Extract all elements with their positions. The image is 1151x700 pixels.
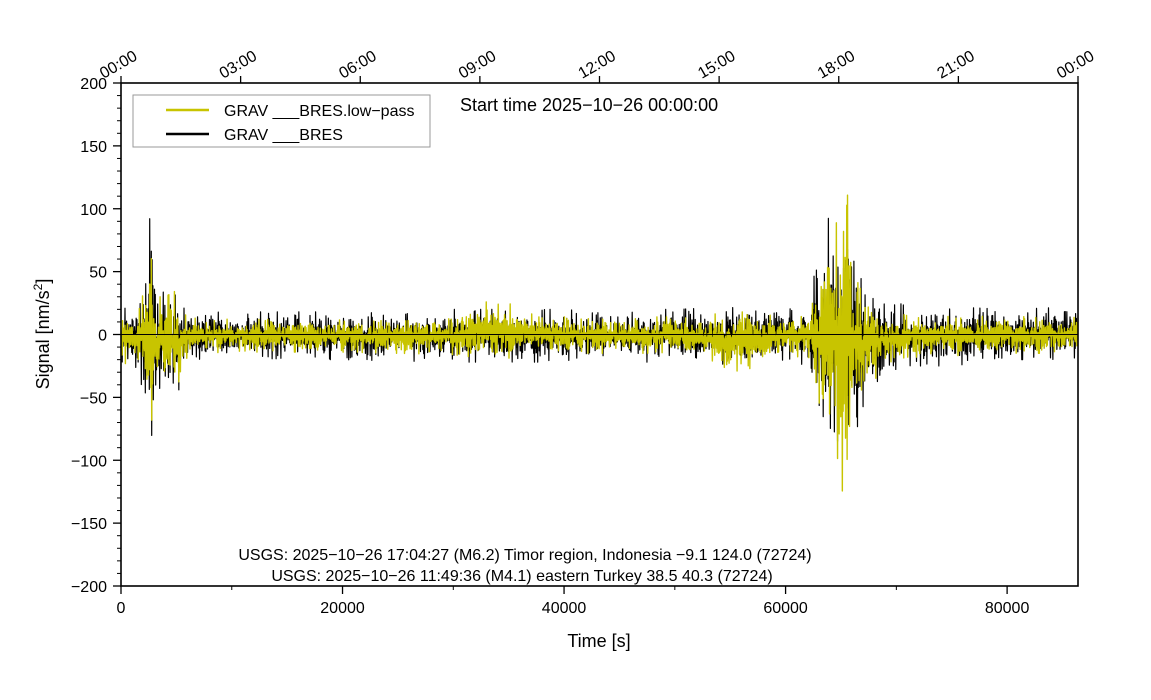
legend-box	[132, 94, 431, 148]
x-tick-label: 80000	[985, 600, 1030, 617]
legend-label-lowpass: GRAV ___BRES.low−pass	[224, 103, 414, 120]
y-tick-label: 150	[80, 139, 107, 156]
y-axis-label: Signal [nm/s2]	[31, 279, 53, 390]
legend-label-raw: GRAV ___BRES	[224, 127, 343, 144]
y-axis: −200 −150 −100 −50 0 50 100 150 200	[71, 76, 1078, 596]
start-time-label: Start time 2025−10−26 00:00:00	[460, 95, 718, 115]
legend: GRAV ___BRES.low−pass GRAV ___BRES	[132, 94, 431, 148]
x-tick-label: 0	[117, 600, 126, 617]
y-tick-label: 100	[80, 202, 107, 219]
y-axis-label-tail: ]	[33, 279, 53, 284]
x-tick-label: 40000	[542, 600, 587, 617]
x-axis: 0 20000 40000 60000 80000	[117, 586, 1030, 617]
y-tick-label: −50	[80, 390, 107, 407]
y-tick-label: −200	[71, 579, 107, 596]
usgs-annotation-turkey: USGS: 2025−10−26 11:49:36 (M4.1) eastern…	[271, 568, 772, 585]
y-tick-label: −100	[71, 453, 107, 470]
series-layer	[121, 194, 1078, 492]
y-tick-label: 200	[80, 76, 107, 93]
y-axis-label-superscript: 2	[31, 283, 45, 290]
usgs-annotation-timor: USGS: 2025−10−26 17:04:27 (M6.2) Timor r…	[238, 547, 811, 564]
series-line-lowpass	[121, 194, 1078, 492]
x-tick-label: 20000	[320, 600, 365, 617]
y-tick-label: 0	[98, 328, 107, 345]
y-tick-label: 50	[89, 265, 107, 282]
x-tick-label: 60000	[763, 600, 808, 617]
y-tick-label: −150	[71, 516, 107, 533]
y-axis-label-main: Signal [nm/s	[33, 290, 53, 389]
x-axis-label: Time [s]	[567, 631, 630, 651]
